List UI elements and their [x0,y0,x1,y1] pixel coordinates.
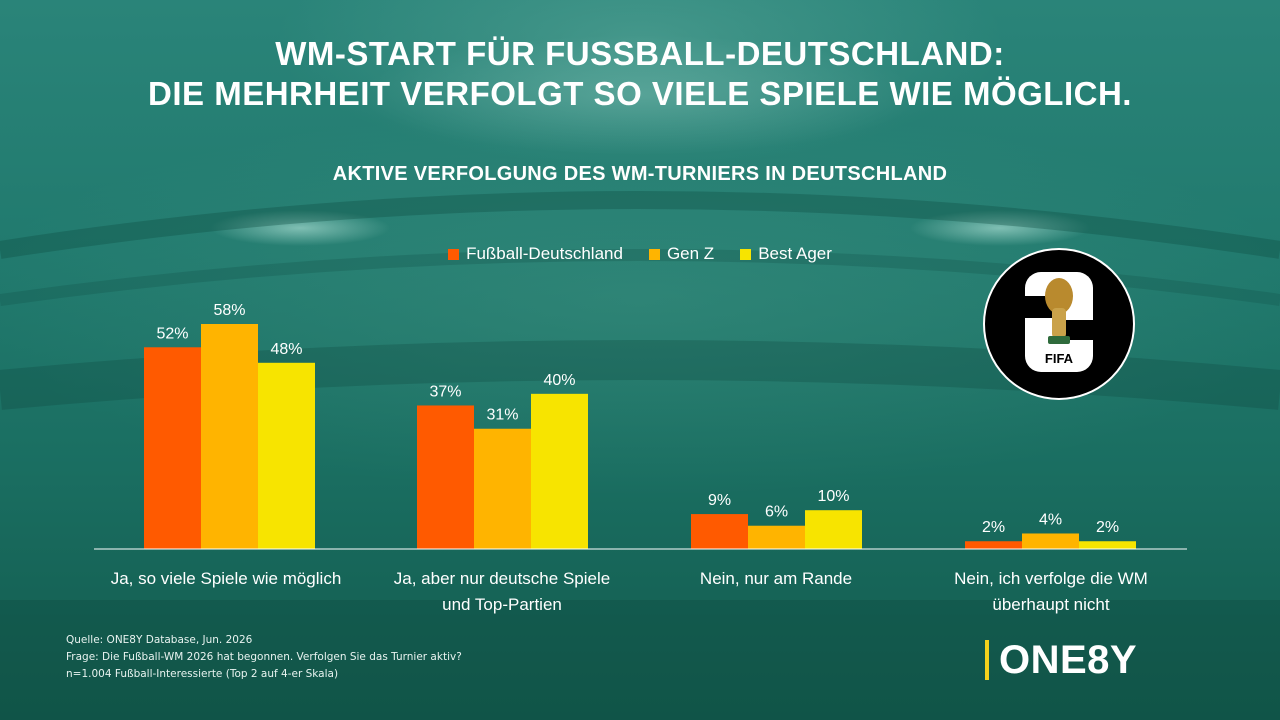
category-label-1-line-1: Ja, so viele Spiele wie möglich [110,569,342,588]
legend-item-best-ager: Best Ager [740,244,832,264]
bar-gen-z-2 [474,428,531,549]
bar-fussball-deutschland-4 [965,541,1022,549]
bar-gen-z-1 [201,324,258,549]
bar-gen-z-3 [748,525,805,549]
data-label-gen-z-3: 6% [765,504,788,521]
data-label-best-ager-3: 10% [817,488,849,505]
footnote-question: Frage: Die Fußball-WM 2026 hat begonnen.… [66,651,462,663]
data-label-gen-z-1: 58% [213,302,245,319]
legend-label-best-ager: Best Ager [758,244,832,263]
category-label-4-line-2: überhaupt nicht [992,595,1110,614]
bar-best-ager-2 [531,393,588,549]
footnote: Quelle: ONE8Y Database, Jun. 2026 Frage:… [66,632,462,683]
category-label-2-line-1: Ja, aber nur deutsche Spiele [393,569,611,588]
headline: WM-START FÜR FUSSBALL-DEUTSCHLAND: DIE M… [0,34,1280,114]
category-label-1: Ja, so viele Spiele wie möglich [96,566,356,592]
data-label-best-ager-4: 2% [1096,519,1119,536]
legend-swatch-gen-z [648,248,660,260]
data-label-fussball-deutschland-3: 9% [708,492,731,509]
bar-fussball-deutschland-1 [144,347,201,549]
legend-swatch-fussball-deutschland [448,248,460,260]
legend-swatch-best-ager [740,248,752,260]
trophy-icon [1025,272,1093,372]
legend-item-fussball-deutschland: Fußball-Deutschland [448,244,623,264]
brand-accent-bar [985,640,989,680]
bar-best-ager-1 [258,362,315,549]
brand-logo: ONE8Y [985,638,1137,682]
bar-best-ager-3 [805,510,862,549]
data-label-best-ager-1: 48% [270,341,302,358]
headline-line-1: WM-START FÜR FUSSBALL-DEUTSCHLAND: [275,35,1005,72]
footnote-source: Quelle: ONE8Y Database, Jun. 2026 [66,634,253,646]
legend-label-gen-z: Gen Z [666,244,715,263]
bar-best-ager-4 [1079,541,1136,549]
chart-legend: Fußball-Deutschland Gen Z Best Ager [0,244,1280,264]
category-label-4: Nein, ich verfolge die WM überhaupt nich… [921,566,1181,618]
legend-item-gen-z: Gen Z [648,244,715,264]
data-label-gen-z-4: 4% [1039,511,1062,528]
fifa-world-cup-2026-logo: FIFA [983,248,1135,400]
category-label-4-line-1: Nein, ich verfolge die WM [954,569,1148,588]
chart-title: AKTIVE VERFOLGUNG DES WM-TURNIERS IN DEU… [332,163,948,185]
data-label-best-ager-2: 40% [543,372,575,389]
footnote-sample: n=1.004 Fußball-Interessierte (Top 2 auf… [66,668,339,680]
category-label-2-line-2: und Top-Partien [442,595,562,614]
category-label-3-line-1: Nein, nur am Rande [699,569,853,588]
headline-line-2: DIE MEHRHEIT VERFOLGT SO VIELE SPIELE WI… [148,75,1132,112]
category-label-2: Ja, aber nur deutsche Spiele und Top-Par… [372,566,632,618]
bar-gen-z-4 [1022,533,1079,549]
legend-label-fussball-deutschland: Fußball-Deutschland [466,244,623,263]
brand-name: ONE8Y [999,637,1138,682]
data-label-fussball-deutschland-1: 52% [156,325,188,342]
bar-fussball-deutschland-2 [417,405,474,549]
category-label-3: Nein, nur am Rande [646,566,906,592]
bar-fussball-deutschland-3 [691,514,748,549]
data-label-fussball-deutschland-2: 37% [429,383,461,400]
data-label-fussball-deutschland-4: 2% [982,519,1005,536]
data-label-gen-z-2: 31% [486,407,518,424]
fifa-logo-text: FIFA [1044,351,1074,366]
